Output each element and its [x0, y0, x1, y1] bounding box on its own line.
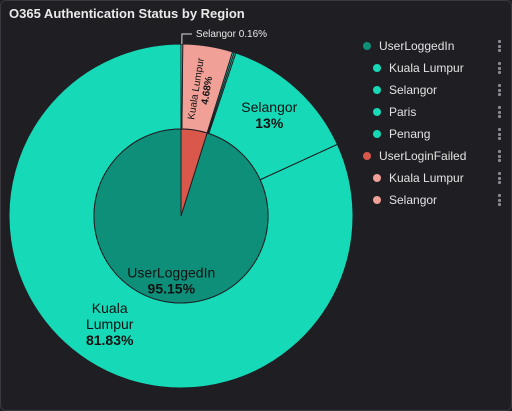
legend-swatch [373, 174, 381, 182]
legend-swatch [363, 42, 371, 50]
legend-swatch [363, 152, 371, 160]
legend-item-userloggedin[interactable]: UserLoggedIn [363, 35, 509, 57]
legend-item-kuala-lumpur[interactable]: Kuala Lumpur [363, 167, 509, 189]
legend-label: Selangor [389, 193, 438, 207]
legend-swatch [373, 196, 381, 204]
kebab-icon[interactable] [498, 128, 501, 140]
outer-slice-userloginfailed-selangor [180, 43, 184, 130]
kebab-icon[interactable] [498, 40, 501, 52]
legend-label: Kuala Lumpur [389, 171, 464, 185]
label-userloggedin-kuala-lumpur-name: Kuala [92, 300, 128, 316]
kebab-icon[interactable] [498, 172, 501, 184]
legend-item-selangor[interactable]: Selangor [363, 189, 509, 211]
legend-swatch [373, 86, 381, 94]
legend-label: Selangor [389, 83, 438, 97]
kebab-icon[interactable] [498, 194, 501, 206]
label-userloginfailed-selangor-leader [181, 33, 192, 45]
legend-label: Kuala Lumpur [389, 61, 464, 75]
chart-legend: UserLoggedIn Kuala Lumpur Selangor Paris Pen… [363, 35, 509, 211]
legend-label: Penang [389, 127, 431, 141]
legend-item-userloginfailed[interactable]: UserLoginFailed [363, 145, 509, 167]
kebab-icon[interactable] [498, 150, 501, 162]
label-userloginfailed-selangor: Selangor 0.16% [196, 29, 267, 40]
label-userloggedin-kuala-lumpur-name: Lumpur [86, 316, 134, 332]
legend-swatch [373, 130, 381, 138]
label-inner-userloggedin-name: UserLoggedIn [127, 264, 215, 280]
label-userloggedin-selangor-name: Selangor [241, 99, 297, 115]
kebab-icon[interactable] [498, 106, 501, 118]
legend-label: UserLoggedIn [379, 39, 455, 53]
legend-item-kuala-lumpur[interactable]: Kuala Lumpur [363, 57, 509, 79]
label-userloggedin-selangor-value: 13% [255, 115, 284, 131]
label-inner-userloggedin-value: 95.15% [148, 280, 196, 296]
legend-swatch [373, 64, 381, 72]
chart-title: O365 Authentication Status by Region [9, 6, 245, 21]
legend-label: Paris [389, 105, 417, 119]
legend-item-paris[interactable]: Paris [363, 101, 509, 123]
legend-label: UserLoginFailed [379, 149, 467, 163]
kebab-icon[interactable] [498, 84, 501, 96]
legend-item-penang[interactable]: Penang [363, 123, 509, 145]
label-userloggedin-kuala-lumpur-value: 81.83% [86, 332, 134, 348]
kebab-icon[interactable] [498, 62, 501, 74]
inner-slice-userloginfailed [180, 128, 208, 217]
legend-item-selangor[interactable]: Selangor [363, 79, 509, 101]
label-userloginfailed-kuala-lumpur-value: 4.68% [200, 76, 215, 106]
legend-swatch [373, 108, 381, 116]
